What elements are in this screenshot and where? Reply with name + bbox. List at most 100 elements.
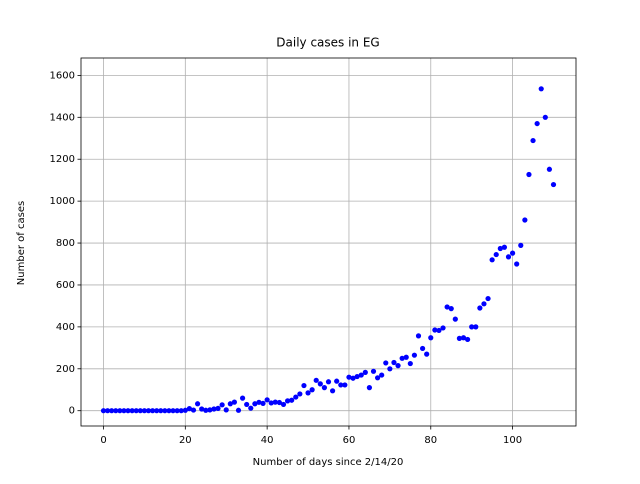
point bbox=[399, 355, 405, 361]
y-tick-label: 1400 bbox=[50, 112, 75, 123]
point bbox=[158, 408, 164, 414]
point bbox=[530, 137, 536, 144]
point bbox=[358, 372, 364, 378]
point bbox=[538, 86, 544, 92]
point bbox=[329, 388, 336, 394]
point bbox=[317, 381, 323, 387]
y-tick-label: 1000 bbox=[50, 196, 75, 207]
point bbox=[334, 378, 340, 384]
x-tick-label: 40 bbox=[261, 435, 274, 446]
point bbox=[325, 379, 332, 385]
point bbox=[505, 254, 512, 260]
point bbox=[481, 301, 487, 307]
y-tick-label: 400 bbox=[56, 322, 75, 333]
point bbox=[460, 335, 467, 341]
chart-title: Daily cases in EG bbox=[276, 36, 379, 50]
point bbox=[178, 408, 184, 414]
point bbox=[121, 408, 127, 414]
point bbox=[293, 394, 299, 400]
x-axis-label: Number of days since 2/14/20 bbox=[253, 457, 404, 468]
point bbox=[550, 181, 557, 188]
point bbox=[534, 120, 540, 127]
point bbox=[374, 375, 381, 381]
point bbox=[182, 407, 188, 413]
point bbox=[452, 316, 458, 322]
point bbox=[366, 385, 373, 391]
point bbox=[235, 407, 242, 413]
point bbox=[518, 242, 524, 248]
point bbox=[464, 336, 471, 343]
point bbox=[497, 245, 503, 252]
point bbox=[338, 382, 344, 388]
point bbox=[125, 408, 131, 414]
point bbox=[436, 327, 442, 334]
point bbox=[473, 324, 479, 330]
point bbox=[199, 406, 205, 412]
point bbox=[321, 385, 328, 391]
point bbox=[379, 372, 385, 378]
point bbox=[280, 401, 287, 408]
point bbox=[370, 368, 377, 374]
point bbox=[231, 399, 238, 405]
point bbox=[174, 408, 180, 414]
point bbox=[448, 306, 454, 312]
point bbox=[162, 408, 168, 414]
point bbox=[203, 407, 209, 413]
point bbox=[100, 408, 107, 414]
point bbox=[239, 395, 246, 401]
point bbox=[395, 363, 401, 369]
point bbox=[432, 327, 438, 333]
point bbox=[305, 390, 311, 396]
y-tick-label: 200 bbox=[56, 364, 75, 375]
y-tick-label: 1200 bbox=[50, 154, 75, 165]
y-tick-label: 600 bbox=[56, 280, 75, 291]
x-tick-label: 80 bbox=[424, 435, 437, 446]
point bbox=[501, 244, 508, 250]
x-tick-label: 0 bbox=[100, 435, 106, 446]
point bbox=[145, 408, 152, 414]
point bbox=[113, 408, 119, 414]
point bbox=[211, 406, 217, 412]
point bbox=[223, 407, 229, 413]
point bbox=[252, 401, 258, 407]
point bbox=[149, 408, 156, 414]
point bbox=[522, 217, 528, 223]
point bbox=[289, 397, 295, 403]
x-tick-label: 60 bbox=[343, 435, 356, 446]
point bbox=[440, 325, 446, 331]
point bbox=[170, 408, 176, 414]
point bbox=[493, 251, 499, 258]
point bbox=[383, 360, 389, 366]
point bbox=[166, 408, 172, 414]
point bbox=[117, 408, 123, 414]
point bbox=[284, 398, 291, 404]
point bbox=[403, 354, 409, 360]
point bbox=[190, 407, 197, 413]
point bbox=[407, 360, 413, 367]
point bbox=[346, 374, 352, 380]
point bbox=[256, 399, 262, 405]
point bbox=[137, 408, 143, 414]
point bbox=[546, 166, 553, 172]
point bbox=[485, 295, 491, 302]
point bbox=[342, 382, 348, 388]
point bbox=[309, 387, 315, 393]
point bbox=[141, 408, 148, 414]
point bbox=[244, 401, 250, 408]
point bbox=[207, 407, 213, 413]
point bbox=[419, 345, 426, 352]
point bbox=[456, 335, 463, 342]
point bbox=[415, 333, 422, 339]
point bbox=[354, 373, 360, 380]
point bbox=[104, 408, 111, 414]
point bbox=[129, 408, 135, 414]
point bbox=[387, 366, 393, 372]
y-tick-label: 800 bbox=[56, 238, 75, 249]
x-tick-label: 100 bbox=[503, 435, 522, 446]
point bbox=[260, 400, 266, 406]
point bbox=[477, 305, 483, 311]
point bbox=[411, 352, 418, 358]
point bbox=[424, 351, 430, 357]
